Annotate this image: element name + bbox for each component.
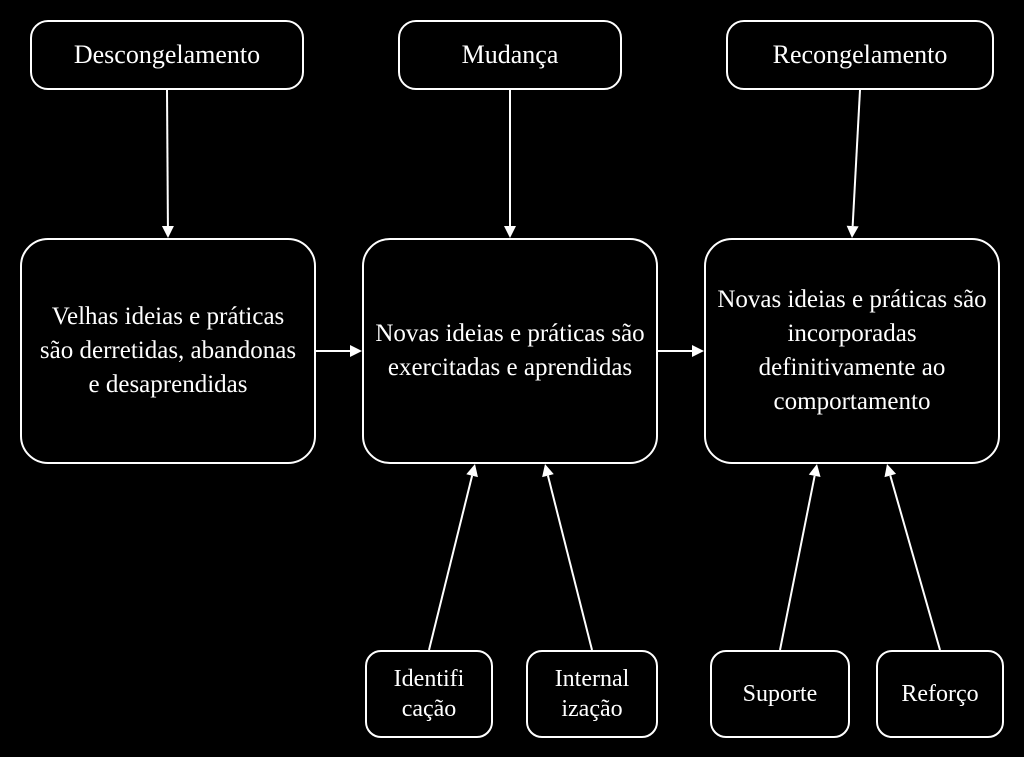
node-bot1-label: Identifi cação — [367, 664, 491, 724]
node-bot3: Suporte — [710, 650, 850, 738]
node-top3: Recongelamento — [726, 20, 994, 90]
node-mid2-label: Novas ideias e práticas são exercitadas … — [364, 317, 656, 385]
node-top1: Descongelamento — [30, 20, 304, 90]
node-mid3-label: Novas ideias e práticas são incorporadas… — [706, 283, 998, 419]
node-top2-label: Mudança — [452, 40, 569, 70]
node-mid1-label: Velhas ideias e práticas são derretidas,… — [22, 300, 314, 402]
node-mid3: Novas ideias e práticas são incorporadas… — [704, 238, 1000, 464]
node-mid2: Novas ideias e práticas são exercitadas … — [362, 238, 658, 464]
node-top3-label: Recongelamento — [763, 40, 958, 70]
node-top2: Mudança — [398, 20, 622, 90]
node-mid1: Velhas ideias e práticas são derretidas,… — [20, 238, 316, 464]
node-bot3-label: Suporte — [733, 679, 828, 709]
node-bot1: Identifi cação — [365, 650, 493, 738]
node-bot4: Reforço — [876, 650, 1004, 738]
node-top1-label: Descongelamento — [64, 40, 270, 70]
node-bot2-label: Internal ização — [528, 664, 656, 724]
node-bot2: Internal ização — [526, 650, 658, 738]
node-bot4-label: Reforço — [891, 679, 988, 709]
